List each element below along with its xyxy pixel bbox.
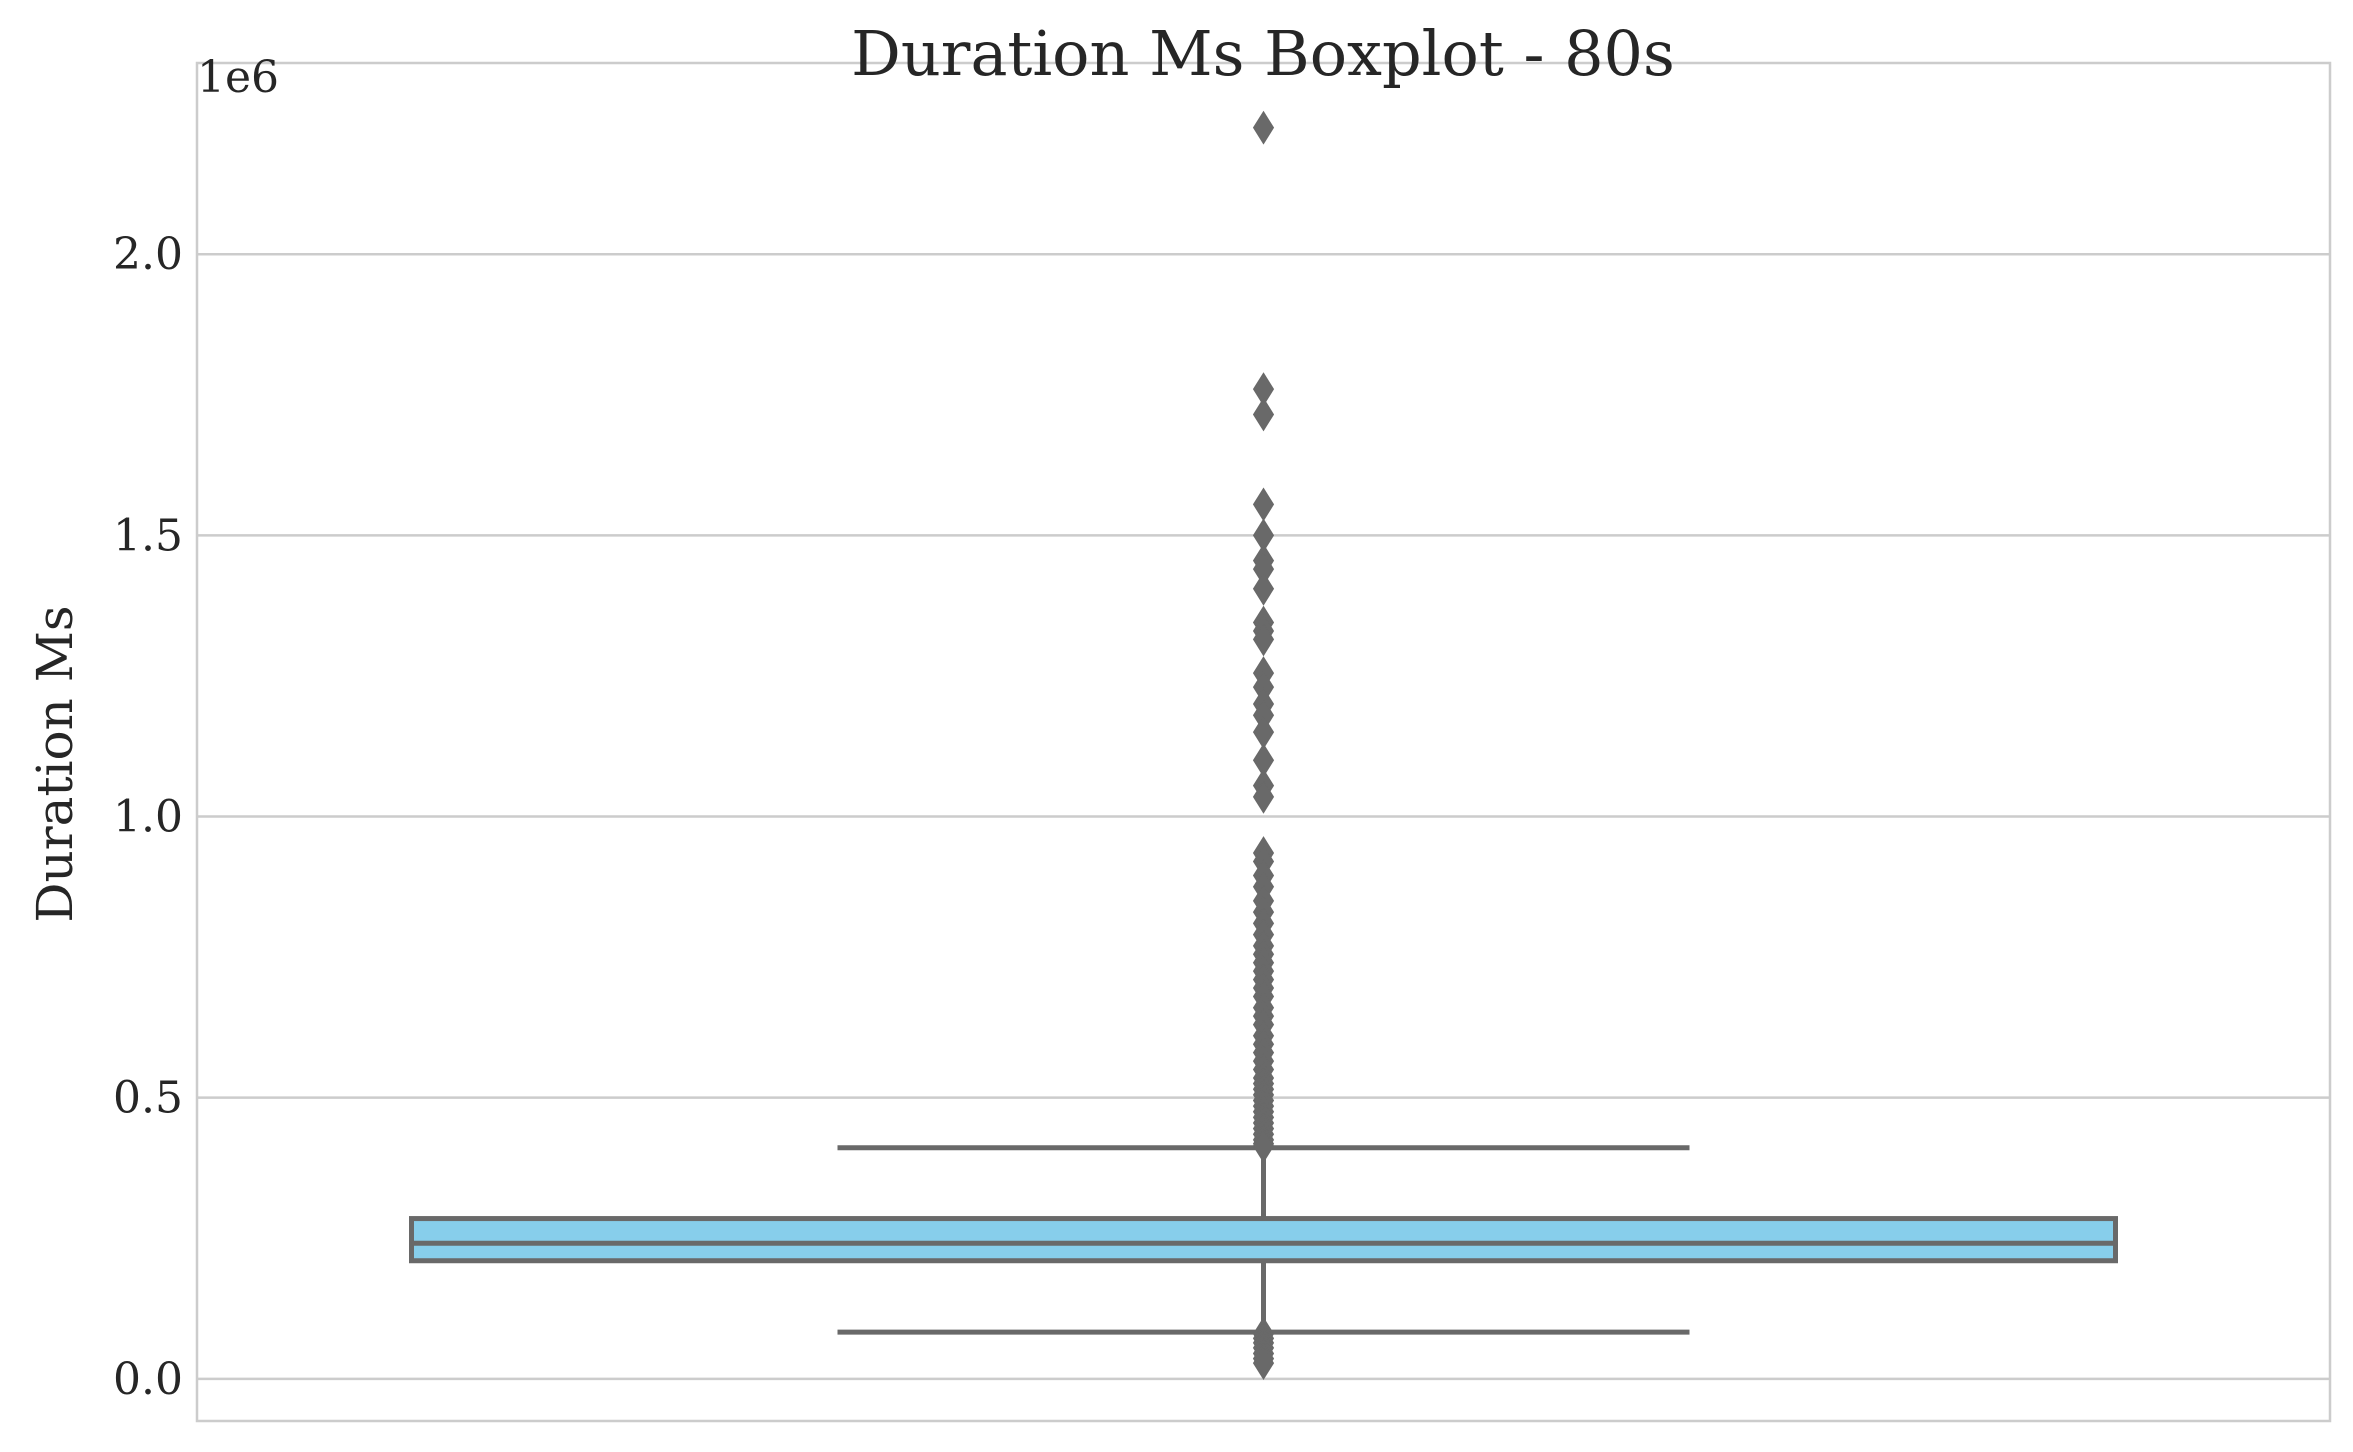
chart-title: Duration Ms Boxplot - 80s — [851, 17, 1675, 90]
box-elements — [409, 1145, 2118, 1335]
y-axis-label: Duration Ms — [26, 605, 84, 922]
iqr-box — [409, 1216, 2118, 1264]
outlier-point — [1252, 110, 1275, 145]
plot-frame — [195, 61, 2332, 1423]
outliers — [1252, 110, 1275, 1381]
box-group — [409, 1145, 2118, 1335]
outlier-point — [1252, 622, 1275, 657]
y-tick-label: 1.0 — [113, 792, 183, 843]
y-tick-labels: 0.0 0.5 1.0 1.5 2.0 — [113, 229, 183, 1405]
y-tick-label: 1.5 — [113, 510, 183, 561]
y-tick-label: 0.5 — [113, 1073, 183, 1124]
outlier-point — [1252, 571, 1275, 606]
outlier-point — [1252, 1129, 1275, 1163]
outlier-point — [1252, 1346, 1275, 1381]
y-scale-offset-label: 1e6 — [197, 52, 279, 103]
outlier-point — [1252, 397, 1275, 432]
outlier-point — [1252, 779, 1275, 814]
y-tick-label: 2.0 — [113, 229, 183, 280]
y-tick-label: 0.0 — [113, 1354, 183, 1405]
